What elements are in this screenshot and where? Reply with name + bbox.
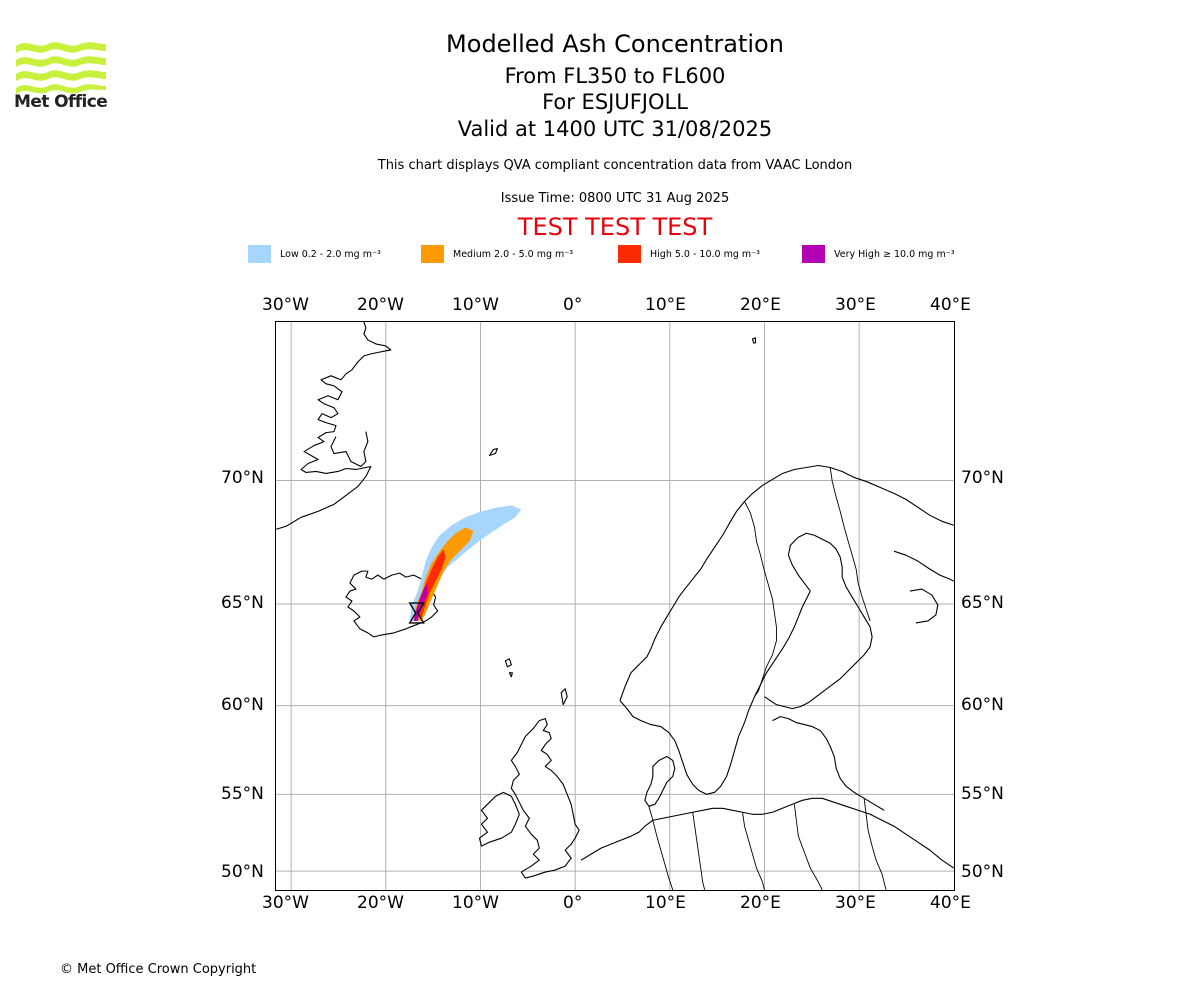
qva-note: This chart displays QVA compliant concen… (377, 158, 853, 173)
valid-time: Valid at 1400 UTC 31/08/2025 (457, 117, 773, 141)
lon-tick-bottom: 30°E (835, 893, 876, 913)
lon-tick-top: 20°W (357, 295, 404, 315)
issue-time: Issue Time: 0800 UTC 31 Aug 2025 (500, 191, 730, 206)
lat-tick-right: 50°N (961, 862, 1004, 882)
legend-swatch-medium (421, 245, 444, 263)
ireland (478, 791, 520, 847)
lat-tick-right: 55°N (961, 784, 1004, 804)
lon-tick-bottom: 20°E (740, 893, 781, 913)
finland-russia-border (829, 467, 871, 622)
lat-tick-right: 70°N (961, 468, 1004, 488)
legend-item-low: Low 0.2 - 2.0 mg m⁻³ (248, 244, 381, 264)
ash-medium-region (413, 527, 474, 621)
lon-tick-bottom: 10°E (645, 893, 686, 913)
legend-label-medium: Medium 2.0 - 5.0 mg m⁻³ (453, 248, 574, 260)
baltic-states-coast (772, 716, 885, 811)
lat-tick-left: 70°N (221, 468, 264, 488)
iceland-coast (345, 570, 439, 638)
lat-tick-right: 65°N (961, 593, 1004, 613)
lon-tick-bottom: 30°W (262, 893, 309, 913)
ash-plume[interactable] (408, 505, 522, 624)
logo-text: Met Office (14, 92, 108, 112)
jan-mayen (488, 448, 498, 457)
north-continental-coast (580, 797, 954, 869)
lat-tick-left: 50°N (221, 862, 264, 882)
norway-fjords (619, 700, 700, 791)
chart-title: Modelled Ash Concentration (446, 30, 784, 58)
greenland-fjord (330, 431, 369, 468)
greenland-coast (276, 322, 392, 530)
legend-item-very-high: Very High ≥ 10.0 mg m⁻³ (802, 244, 955, 264)
lon-tick-bottom: 20°W (357, 893, 404, 913)
sweden-norway-border (744, 501, 777, 697)
lat-tick-left: 55°N (221, 784, 264, 804)
legend-label-high: High 5.0 - 10.0 mg m⁻³ (650, 248, 760, 260)
legend-swatch-low (248, 245, 271, 263)
legend-swatch-very-high (802, 245, 825, 263)
shetland (560, 688, 568, 706)
flight-level-range: From FL350 to FL600 (504, 64, 726, 88)
white-sea-coast (893, 550, 954, 624)
sweden-baltic-coast (698, 590, 811, 795)
legend-label-low: Low 0.2 - 2.0 mg m⁻³ (280, 248, 381, 260)
lon-tick-top: 40°E (930, 295, 971, 315)
great-britain (510, 718, 580, 879)
faroe-islands (504, 658, 513, 678)
coastlines (276, 322, 954, 890)
ash-concentration-map[interactable] (275, 321, 955, 891)
gulf-of-bothnia (787, 532, 873, 704)
lat-tick-left: 65°N (221, 593, 264, 613)
lon-tick-top: 30°E (835, 295, 876, 315)
legend-item-high: High 5.0 - 10.0 mg m⁻³ (618, 244, 760, 264)
lon-tick-bottom: 40°E (930, 893, 971, 913)
volcano-name: For ESJUFJOLL (542, 90, 688, 114)
hourglass-icon (408, 602, 425, 624)
legend-label-very-high: Very High ≥ 10.0 mg m⁻³ (834, 248, 955, 260)
lon-tick-top: 30°W (262, 295, 309, 315)
denmark-coast (644, 755, 676, 807)
scandinavia-coast (619, 464, 954, 701)
lat-tick-left: 60°N (221, 695, 264, 715)
ash-very-high-region (413, 583, 428, 621)
lat-tick-right: 60°N (961, 695, 1004, 715)
lon-tick-bottom: 0° (563, 893, 583, 913)
copyright: © Met Office Crown Copyright (60, 962, 257, 977)
central-europe-borders (648, 798, 887, 890)
graticule (276, 322, 954, 890)
finland-border (764, 696, 809, 710)
legend-swatch-high (618, 245, 641, 263)
test-banner: TEST TEST TEST (517, 213, 713, 241)
bear-island (751, 337, 757, 344)
legend-item-medium: Medium 2.0 - 5.0 mg m⁻³ (421, 244, 573, 264)
lon-tick-bottom: 10°W (452, 893, 499, 913)
lon-tick-top: 0° (563, 295, 583, 315)
lon-tick-top: 20°E (740, 295, 781, 315)
met-office-logo (16, 42, 106, 94)
lon-tick-top: 10°E (645, 295, 686, 315)
lon-tick-top: 10°W (452, 295, 499, 315)
